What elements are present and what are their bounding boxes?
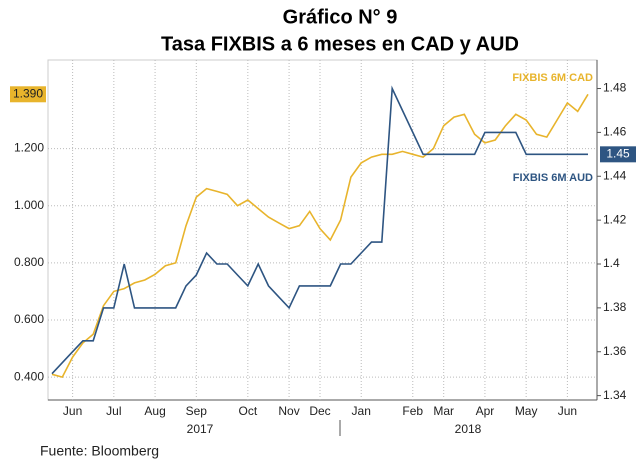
y-tick-label: 1.200 (14, 141, 44, 155)
series-line (51, 93, 589, 379)
y2-tick-label: 1.38 (603, 300, 627, 314)
x-tick-label: Apr (476, 404, 495, 418)
y2-tick-label: 1.34 (603, 388, 627, 402)
x-tick-label: Jun (63, 404, 82, 418)
chart-subtitle: Tasa FIXBIS a 6 meses en CAD y AUD (161, 33, 519, 55)
y-tick-label: 0.800 (14, 255, 44, 269)
y2-tick-label: 1.44 (603, 168, 627, 182)
y2-tick-label: 1.36 (603, 344, 627, 358)
y2-tick-label: 1.48 (603, 81, 627, 95)
chart-title: Gráfico N° 9 (283, 6, 398, 28)
x-tick-label: Nov (278, 404, 299, 418)
legend-label: FIXBIS 6M AUD (513, 172, 593, 184)
x-tick-label: Oct (239, 404, 258, 418)
last-value-box (10, 86, 46, 103)
x-tick-label: Dec (309, 404, 330, 418)
x-tick-label: Sep (186, 404, 208, 418)
y2-tick-label: 1.42 (603, 212, 627, 226)
y-tick-label: 1.000 (14, 198, 44, 212)
last-value-label: 1.45 (606, 146, 630, 160)
last-value-label: 1.390 (13, 86, 43, 100)
plot-frame (47, 59, 598, 401)
x-tick-label: Jul (106, 404, 121, 418)
year-label: 2018 (455, 422, 482, 436)
x-tick-label: Mar (433, 404, 454, 418)
year-label: 2017 (187, 422, 214, 436)
y-tick-label: 0.400 (14, 369, 44, 383)
last-value-box (600, 146, 636, 163)
y2-tick-label: 1.4 (603, 256, 620, 270)
x-tick-label: Aug (144, 404, 165, 418)
x-tick-label: Feb (402, 404, 423, 418)
series-line (51, 85, 588, 375)
x-tick-label: Jan (352, 404, 371, 418)
source: Fuente: Bloomberg (40, 443, 159, 459)
y-tick-label: 0.600 (14, 312, 44, 326)
x-tick-label: Jun (558, 404, 577, 418)
legend-label: FIXBIS 6M CAD (512, 72, 593, 84)
y2-tick-label: 1.46 (603, 125, 627, 139)
x-tick-label: May (515, 404, 538, 418)
